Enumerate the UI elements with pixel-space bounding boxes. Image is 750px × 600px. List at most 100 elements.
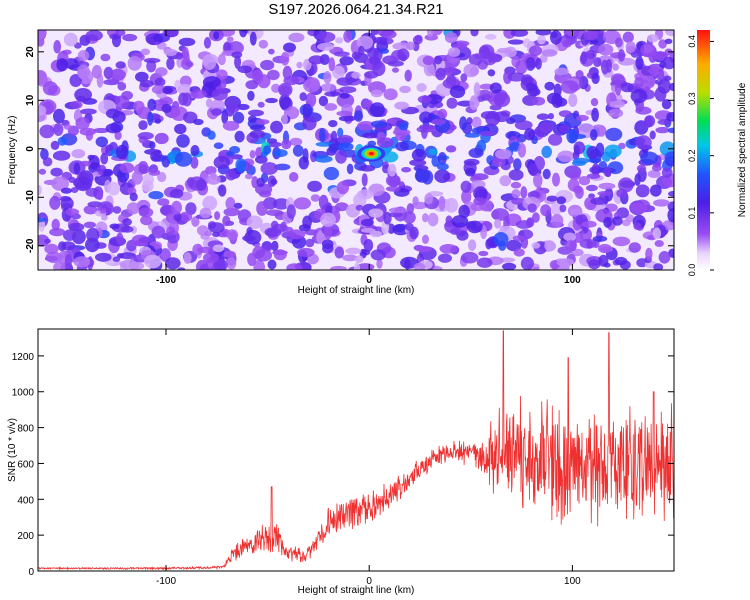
heatmap-cell bbox=[442, 67, 458, 73]
heatmap-cell bbox=[38, 30, 47, 41]
heatmap-cell bbox=[601, 151, 611, 162]
heatmap-cell bbox=[640, 151, 659, 165]
heatmap-cell bbox=[335, 150, 347, 164]
y-tick-label: 1000 bbox=[12, 388, 35, 399]
heatmap-cell bbox=[580, 51, 588, 64]
heatmap-cell bbox=[38, 168, 47, 175]
heatmap-cell bbox=[528, 45, 543, 56]
heatmap-cell bbox=[204, 230, 213, 237]
heatmap-cell bbox=[181, 46, 189, 60]
heatmap-cell bbox=[207, 130, 216, 140]
heatmap-cell bbox=[508, 169, 524, 181]
heatmap-cell bbox=[103, 168, 114, 177]
heatmap-cell bbox=[195, 179, 207, 191]
heatmap-cell bbox=[257, 101, 265, 108]
heatmap-cell bbox=[369, 102, 385, 117]
heatmap-cell bbox=[289, 137, 303, 146]
heatmap-cell bbox=[317, 42, 335, 51]
heatmap-cell bbox=[279, 94, 291, 110]
heatmap-cell bbox=[665, 30, 674, 37]
heatmap-cell bbox=[616, 188, 628, 198]
heatmap-cell bbox=[439, 244, 458, 254]
heatmap-cell bbox=[190, 156, 199, 169]
heatmap-cell bbox=[138, 207, 154, 218]
heatmap-cell bbox=[65, 208, 80, 216]
heatmap-cell bbox=[422, 55, 435, 66]
heatmap-cell bbox=[38, 105, 47, 116]
y-tick-label: 600 bbox=[17, 459, 34, 470]
heatmap-cell bbox=[177, 267, 186, 270]
heatmap-cell bbox=[183, 252, 192, 264]
heatmap-cell bbox=[297, 247, 315, 258]
heatmap-cell bbox=[664, 151, 674, 164]
heatmap-cell bbox=[338, 142, 354, 152]
heatmap-cell bbox=[299, 92, 307, 102]
heatmap-cell bbox=[270, 178, 278, 185]
heatmap-cell bbox=[178, 37, 196, 47]
heatmap-cell bbox=[280, 51, 290, 66]
heatmap-cell bbox=[427, 212, 439, 227]
heatmap-cell bbox=[258, 190, 272, 198]
heatmap-cell bbox=[233, 202, 243, 209]
colorbar-label: Normalized spectral amplitude bbox=[737, 82, 748, 217]
heatmap-cell bbox=[590, 98, 599, 107]
heatmap-cell bbox=[653, 199, 670, 207]
heatmap-cell bbox=[649, 130, 656, 140]
heatmap-cell bbox=[548, 133, 563, 146]
heatmap-cell bbox=[388, 207, 407, 214]
heatmap-cell bbox=[100, 152, 109, 165]
heatmap-cell bbox=[382, 161, 389, 169]
heatmap-cell bbox=[158, 96, 173, 106]
heatmap-cell bbox=[157, 198, 170, 206]
spectrogram-heatmap bbox=[38, 30, 674, 270]
heatmap-cell bbox=[558, 110, 572, 118]
heatmap-cell bbox=[575, 214, 584, 225]
heatmap-cell bbox=[101, 214, 108, 221]
heatmap-cell bbox=[444, 32, 458, 44]
colorbar-ticks: 0.0 0.1 0.2 0.3 0.4 bbox=[687, 35, 714, 276]
heatmap-cell bbox=[657, 119, 671, 125]
heatmap-cell bbox=[419, 124, 435, 130]
heatmap-cell bbox=[215, 69, 228, 80]
heatmap-cell bbox=[288, 32, 305, 43]
heatmap-cell bbox=[68, 176, 76, 183]
heatmap-cell bbox=[190, 145, 200, 156]
heatmap-cell bbox=[612, 63, 619, 71]
heatmap-cell bbox=[666, 112, 674, 122]
heatmap-cell bbox=[526, 217, 535, 228]
heatmap-cell bbox=[339, 92, 350, 99]
heatmap-cell bbox=[50, 167, 63, 177]
heatmap-cell bbox=[211, 88, 228, 101]
heatmap-cell bbox=[161, 103, 172, 113]
heatmap-cell bbox=[535, 30, 552, 36]
heatmap-cell bbox=[392, 42, 411, 50]
heatmap-cell bbox=[580, 227, 592, 242]
heatmap-cell bbox=[115, 61, 126, 69]
heatmap-cell bbox=[212, 231, 220, 238]
heatmap-cell bbox=[531, 242, 541, 249]
heatmap-cell bbox=[625, 41, 636, 53]
heatmap-cell bbox=[223, 42, 232, 53]
y-tick-label: 0 bbox=[28, 567, 34, 578]
heatmap-cell bbox=[353, 110, 364, 122]
heatmap-cell bbox=[398, 122, 409, 131]
heatmap-cell bbox=[334, 246, 345, 259]
heatmap-cell bbox=[208, 222, 225, 234]
heatmap-cell bbox=[99, 208, 107, 214]
heatmap-cell bbox=[203, 252, 219, 264]
heatmap-cell bbox=[258, 39, 268, 49]
heatmap-cell bbox=[147, 98, 157, 111]
heatmap-cell bbox=[351, 71, 361, 79]
heatmap-cell bbox=[83, 221, 96, 229]
heatmap-cell bbox=[126, 202, 140, 215]
heatmap-cell bbox=[614, 256, 628, 266]
heatmap-cell bbox=[251, 69, 264, 85]
heatmap-cell bbox=[248, 109, 264, 117]
heatmap-cell bbox=[45, 251, 63, 264]
heatmap-cell bbox=[58, 241, 67, 252]
heatmap-cell bbox=[539, 121, 554, 134]
heatmap-cell bbox=[427, 30, 434, 38]
heatmap-cell bbox=[284, 226, 294, 233]
